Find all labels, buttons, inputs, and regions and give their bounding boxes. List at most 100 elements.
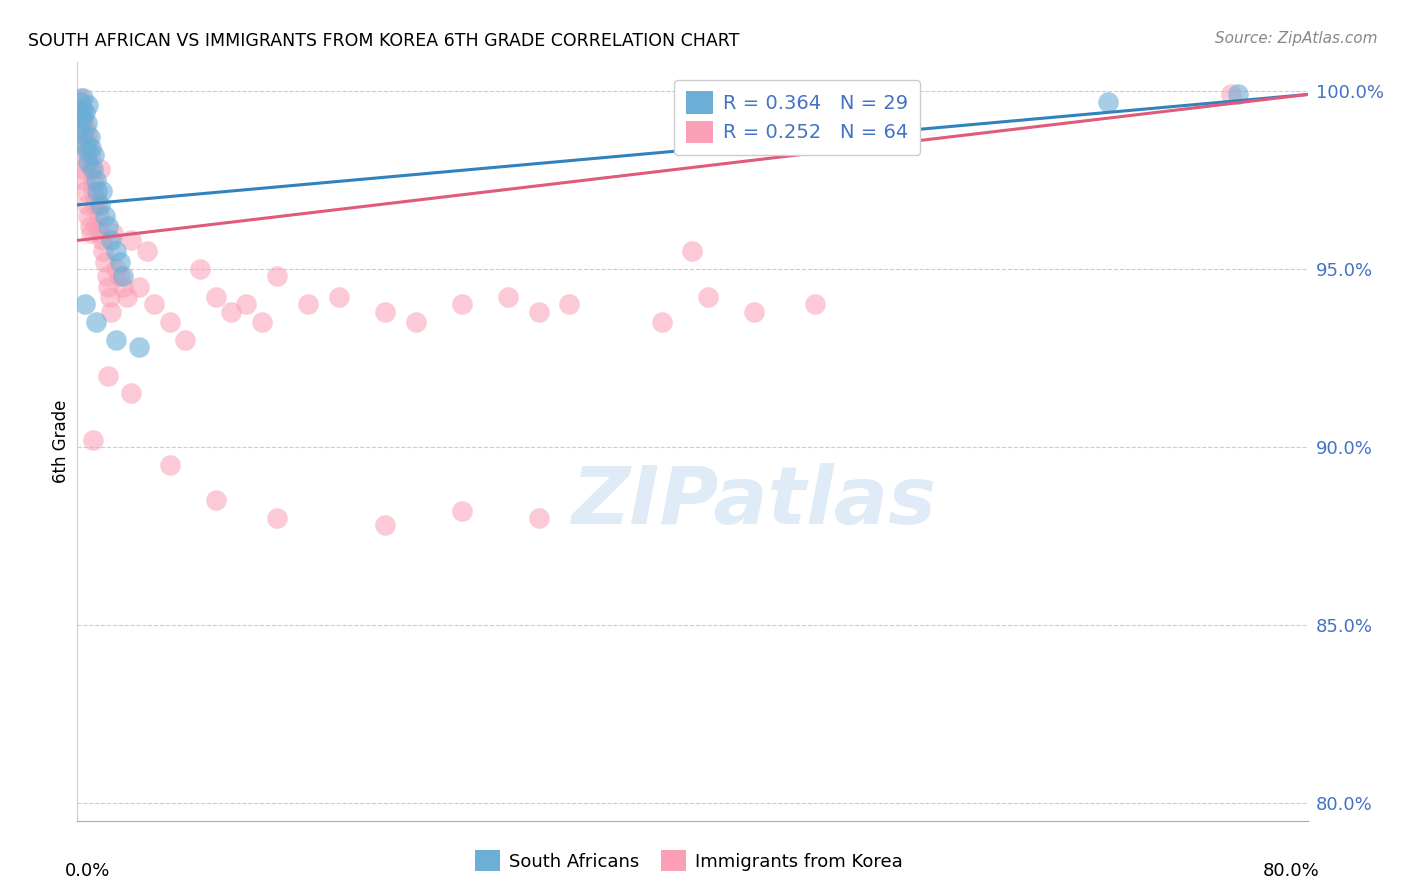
Point [84, 173, 107, 187]
Point [558, 297, 581, 311]
Point [76, 116, 98, 130]
Point [93, 244, 115, 259]
Point [328, 290, 350, 304]
Point [651, 315, 673, 329]
Point [73, 105, 96, 120]
Point [188, 261, 212, 276]
Point [77, 137, 100, 152]
Point [204, 290, 226, 304]
Point [70, 102, 93, 116]
Point [87, 209, 110, 223]
Point [159, 315, 181, 329]
Point [104, 244, 127, 259]
Point [77, 209, 100, 223]
Point [84, 219, 107, 234]
Point [94, 209, 117, 223]
Point [266, 511, 288, 525]
Point [97, 279, 120, 293]
Point [120, 386, 142, 401]
Point [80, 162, 103, 177]
Point [89, 198, 111, 212]
Point [235, 297, 257, 311]
Point [90, 234, 114, 248]
Point [73, 184, 96, 198]
Point [405, 315, 427, 329]
Point [128, 279, 150, 293]
Point [100, 304, 122, 318]
Point [250, 315, 273, 329]
Point [73, 120, 96, 134]
Point [72, 112, 94, 127]
Point [219, 304, 242, 318]
Text: Source: ZipAtlas.com: Source: ZipAtlas.com [1215, 31, 1378, 46]
Point [94, 254, 117, 268]
Point [79, 219, 101, 234]
Point [72, 91, 94, 105]
Point [527, 511, 550, 525]
Point [76, 145, 98, 159]
Point [128, 340, 150, 354]
Point [104, 333, 127, 347]
Point [450, 297, 472, 311]
Point [82, 162, 104, 177]
Point [204, 493, 226, 508]
Point [104, 261, 127, 276]
Point [374, 304, 396, 318]
Point [804, 297, 827, 311]
Point [82, 173, 104, 187]
Point [110, 268, 132, 283]
Legend: South Africans, Immigrants from Korea: South Africans, Immigrants from Korea [468, 843, 910, 879]
Point [1227, 87, 1250, 102]
Point [72, 127, 94, 141]
Point [89, 227, 111, 241]
Point [101, 227, 124, 241]
Point [1219, 87, 1241, 102]
Text: SOUTH AFRICAN VS IMMIGRANTS FROM KOREA 6TH GRADE CORRELATION CHART: SOUTH AFRICAN VS IMMIGRANTS FROM KOREA 6… [28, 32, 740, 50]
Point [112, 268, 135, 283]
Point [79, 130, 101, 145]
Point [84, 315, 107, 329]
Point [159, 458, 181, 472]
Point [174, 333, 197, 347]
Point [112, 279, 135, 293]
Point [143, 297, 166, 311]
Point [297, 297, 319, 311]
Point [69, 155, 91, 169]
Point [67, 137, 90, 152]
Point [83, 148, 105, 162]
Point [72, 173, 94, 187]
Point [97, 219, 120, 234]
Point [110, 254, 132, 268]
Y-axis label: 6th Grade: 6th Grade [52, 400, 70, 483]
Point [96, 268, 118, 283]
Point [266, 268, 288, 283]
Point [70, 162, 93, 177]
Point [73, 137, 96, 152]
Point [69, 91, 91, 105]
Point [70, 112, 93, 127]
Point [86, 198, 108, 212]
Point [1097, 95, 1119, 109]
Point [682, 244, 704, 259]
Point [98, 290, 121, 304]
Point [97, 368, 120, 383]
Point [135, 244, 157, 259]
Point [82, 433, 104, 447]
Point [120, 234, 142, 248]
Point [77, 98, 100, 112]
Point [76, 198, 98, 212]
Point [115, 290, 138, 304]
Point [89, 162, 111, 177]
Point [76, 127, 98, 141]
Point [374, 518, 396, 533]
Point [77, 155, 100, 169]
Point [86, 184, 108, 198]
Point [80, 141, 103, 155]
Point [83, 198, 105, 212]
Point [742, 304, 765, 318]
Legend: R = 0.364   N = 29, R = 0.252   N = 64: R = 0.364 N = 29, R = 0.252 N = 64 [675, 79, 920, 155]
Point [527, 304, 550, 318]
Point [496, 290, 519, 304]
Text: 80.0%: 80.0% [1263, 863, 1320, 880]
Point [90, 184, 114, 198]
